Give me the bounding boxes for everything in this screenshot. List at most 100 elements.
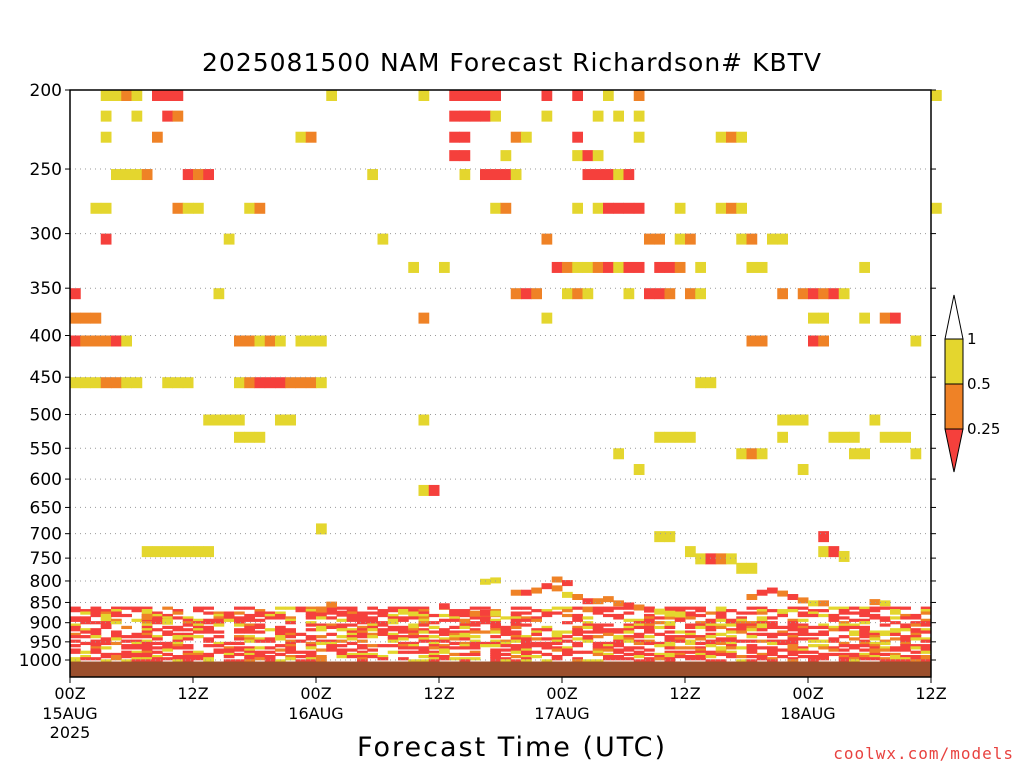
data-cell: [777, 630, 788, 634]
data-cell: [510, 288, 522, 300]
data-cell: [818, 646, 829, 650]
data-cell: [469, 628, 481, 632]
data-cell: [685, 611, 696, 615]
data-cell: [572, 657, 583, 661]
data-cell: [172, 635, 184, 639]
data-cell: [141, 611, 153, 615]
data-cell: [480, 616, 491, 620]
data-cell: [152, 131, 163, 143]
y-tick-label: 700: [30, 525, 62, 545]
data-cell: [787, 414, 799, 426]
data-cell: [777, 641, 788, 646]
data-cell: [449, 609, 460, 616]
data-cell: [920, 618, 932, 622]
data-cell: [469, 616, 481, 620]
data-cell: [521, 641, 532, 646]
data-cell: [357, 657, 368, 661]
colorbar-label: 1: [967, 330, 977, 348]
data-cell: [633, 641, 645, 646]
data-cell: [449, 630, 460, 634]
data-cell: [480, 618, 491, 622]
data-cell: [326, 632, 337, 636]
data-cell: [654, 233, 665, 245]
data-cell: [469, 639, 481, 643]
data-cell: [531, 618, 542, 622]
data-cell: [746, 233, 758, 245]
data-cell: [121, 606, 132, 610]
data-cell: [787, 641, 799, 646]
data-cell: [449, 635, 460, 639]
data-cell: [377, 657, 389, 661]
data-cell: [418, 637, 430, 641]
data-cell: [70, 635, 81, 639]
data-cell: [869, 632, 881, 636]
data-cell: [346, 628, 358, 632]
data-cell: [746, 659, 758, 663]
data-cell: [859, 630, 870, 634]
data-cell: [910, 637, 922, 641]
data-cell: [418, 90, 430, 101]
data-cell: [223, 659, 235, 663]
data-cell: [131, 639, 143, 643]
data-cell: [551, 585, 563, 592]
data-cell: [100, 641, 112, 646]
data-cell: [838, 648, 850, 652]
data-cell: [736, 646, 747, 650]
data-cell: [797, 630, 809, 634]
data-cell: [367, 644, 378, 648]
data-cell: [510, 655, 522, 659]
data-cell: [213, 616, 225, 620]
data-cell: [490, 659, 501, 663]
data-cell: [613, 606, 624, 610]
ground-band: [70, 661, 931, 677]
data-cell: [562, 606, 573, 610]
data-cell: [715, 606, 727, 610]
data-cell: [695, 655, 706, 659]
data-cell: [387, 625, 399, 630]
data-cell: [398, 618, 409, 622]
data-cell: [459, 169, 471, 181]
data-cell: [715, 650, 727, 654]
data-cell: [90, 650, 102, 654]
data-cell: [275, 625, 286, 630]
data-cell: [254, 202, 266, 214]
data-cell: [572, 288, 583, 300]
data-cell: [459, 90, 471, 101]
data-cell: [459, 625, 471, 630]
data-cell: [203, 644, 214, 648]
data-cell: [890, 659, 901, 663]
data-cell: [254, 630, 266, 634]
data-cell: [859, 657, 870, 661]
data-cell: [141, 650, 153, 654]
data-cell: [644, 641, 655, 646]
x-tick-date: 15AUG: [42, 704, 97, 723]
source-credit[interactable]: coolwx.com/models: [833, 744, 1014, 763]
data-cell: [316, 655, 327, 659]
data-cell: [316, 613, 327, 618]
data-cell: [141, 652, 153, 657]
data-cell: [182, 632, 194, 636]
data-cell: [285, 648, 296, 652]
data-cell: [674, 609, 686, 613]
data-cell: [705, 659, 717, 663]
data-cell: [90, 609, 102, 613]
data-cell: [336, 650, 348, 654]
data-cell: [500, 657, 512, 661]
data-cell: [193, 609, 204, 613]
x-tick-date: 16AUG: [288, 704, 343, 723]
data-cell: [254, 335, 266, 347]
data-cell: [674, 261, 686, 273]
data-cell: [849, 623, 860, 627]
data-cell: [623, 628, 635, 632]
data-cell: [418, 628, 430, 632]
data-cell: [275, 628, 286, 632]
data-cell: [859, 641, 870, 646]
data-cell: [480, 90, 491, 101]
data-cell: [787, 650, 799, 654]
data-cell: [859, 628, 870, 632]
data-cell: [131, 641, 143, 646]
data-cell: [715, 616, 727, 620]
data-cell: [674, 606, 686, 610]
data-cell: [316, 639, 327, 643]
data-cell: [736, 655, 747, 659]
